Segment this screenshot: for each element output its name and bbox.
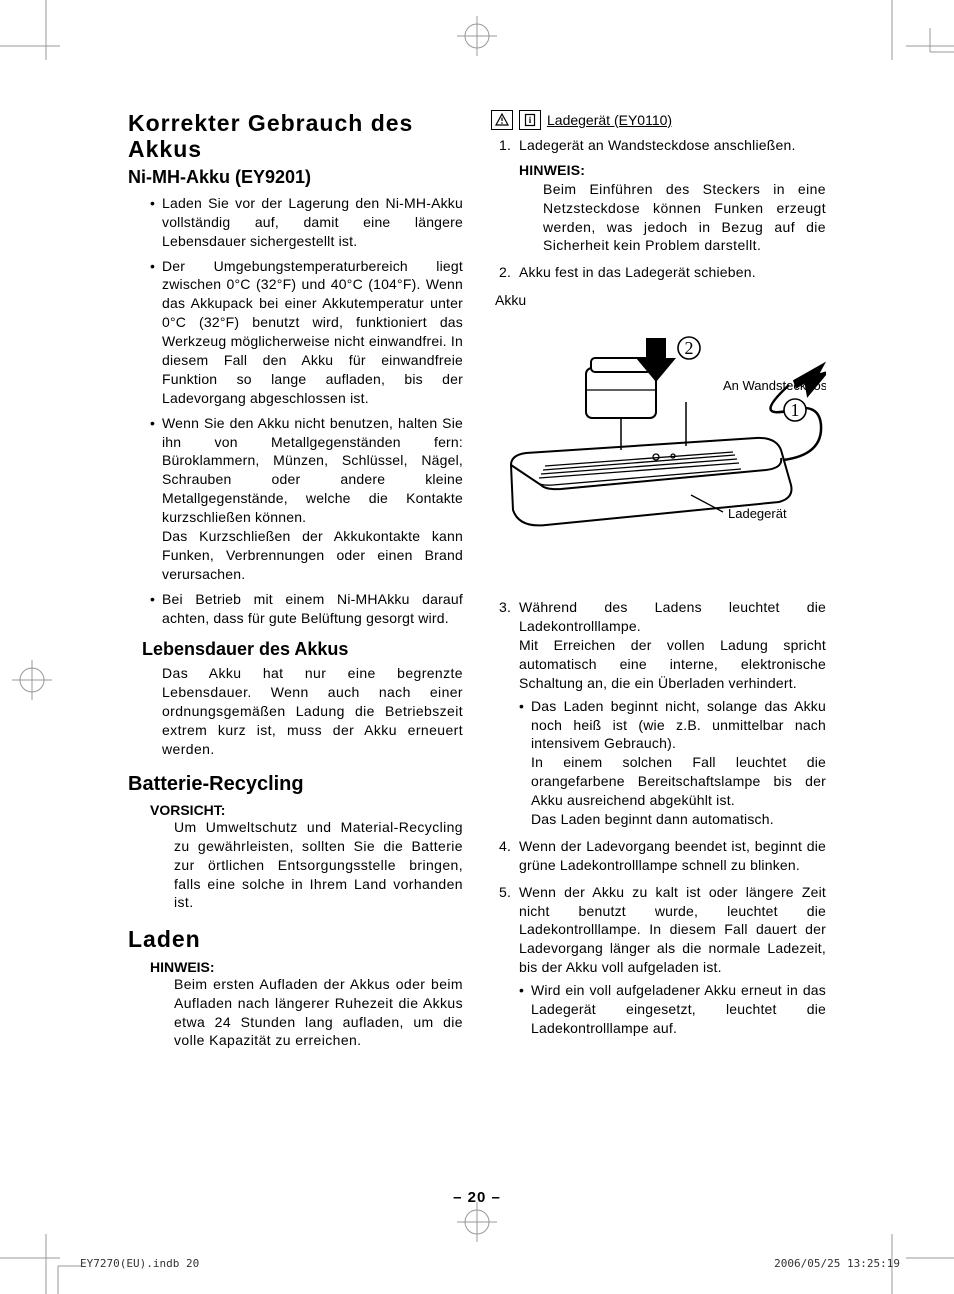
step-4: 4.Wenn der Ladevorgang beendet ist, begi… (499, 837, 826, 875)
step-5-sub: Wird ein voll aufgeladener Akku erneut i… (519, 981, 826, 1038)
diagram-circ-2: 2 (685, 338, 694, 358)
bullet-item: Laden Sie vor der Lagerung den Ni-MH-Akk… (162, 194, 463, 251)
diagram-circ-1: 1 (791, 400, 800, 420)
heading-korrekter-gebrauch: Korrekter Gebrauch des Akkus (128, 110, 463, 163)
recycling-para: Um Umweltschutz und Material-Recycling z… (174, 818, 463, 912)
heading-recycling: Batterie-Recycling (128, 773, 463, 796)
heading-nimh-akku: Ni-MH-Akku (EY9201) (128, 167, 463, 188)
charger-diagram: Akku (491, 292, 826, 550)
manual-icon: i (519, 110, 541, 130)
charging-steps: 1.Ladegerät an Wandsteckdose anschlie­ße… (499, 136, 826, 282)
charging-steps-cont: 3.Während des Ladens leuchtet die Ladeko… (499, 598, 826, 1038)
heading-laden: Laden (128, 926, 463, 952)
bullet-item: Wenn Sie den Akku nicht benutzen, halten… (162, 414, 463, 584)
print-date-info: 2006/05/25 13:25:19 (774, 1257, 900, 1270)
nimh-bullets: Laden Sie vor der Lagerung den Ni-MH-Akk… (162, 194, 463, 628)
lebensdauer-para: Das Akku hat nur eine begrenzte Lebensda… (162, 664, 463, 758)
left-column: Korrekter Gebrauch des Akkus Ni-MH-Akku … (128, 110, 463, 1050)
page-number: – 20 – (453, 1189, 501, 1206)
right-column: i Ladegerät (EY0110) 1.Ladegerät an Wand… (491, 110, 826, 1050)
hinweis-label-left: HINWEIS: (150, 959, 463, 975)
diagram-charger-label: Ladegerät (728, 506, 787, 521)
charger-title-text: Ladegerät (EY0110) (547, 112, 672, 128)
step-3: 3.Während des Ladens leuchtet die Ladeko… (499, 598, 826, 829)
charger-title-row: i Ladegerät (EY0110) (491, 110, 826, 130)
hinweis-label-right: HINWEIS: (519, 161, 826, 180)
step-3-sub: Das Laden beginnt nicht, solange das Akk… (519, 697, 826, 829)
warning-icon (491, 110, 513, 130)
step-1: 1.Ladegerät an Wandsteckdose anschlie­ße… (499, 136, 826, 255)
hinweis-body-right: Beim Einführen des Steckers in eine Netz… (543, 180, 826, 256)
step-2: 2.Akku fest in das Ladegerät schieben. (499, 263, 826, 282)
print-file-info: EY7270(EU).indb 20 (80, 1257, 199, 1270)
svg-text:i: i (529, 115, 532, 125)
diagram-akku-label: Akku (495, 292, 826, 308)
laden-hinweis-para: Beim ersten Aufladen der Akkus oder beim… (174, 975, 463, 1051)
heading-lebensdauer: Lebensdauer des Akkus (142, 639, 463, 660)
page-content: Korrekter Gebrauch des Akkus Ni-MH-Akku … (128, 110, 826, 1180)
bullet-item: Bei Betrieb mit einem Ni-MHAkku darauf a… (162, 590, 463, 628)
vorsicht-label: VORSICHT: (150, 802, 463, 818)
step-5: 5.Wenn der Akku zu kalt ist oder längere… (499, 883, 826, 1038)
charger-diagram-svg: 2 1 An Wandsteckdose Ladegerät (491, 310, 826, 545)
bullet-item: Der Umgebungstemperaturbereich liegt zwi… (162, 257, 463, 408)
diagram-wand-label: An Wandsteckdose (723, 378, 826, 393)
